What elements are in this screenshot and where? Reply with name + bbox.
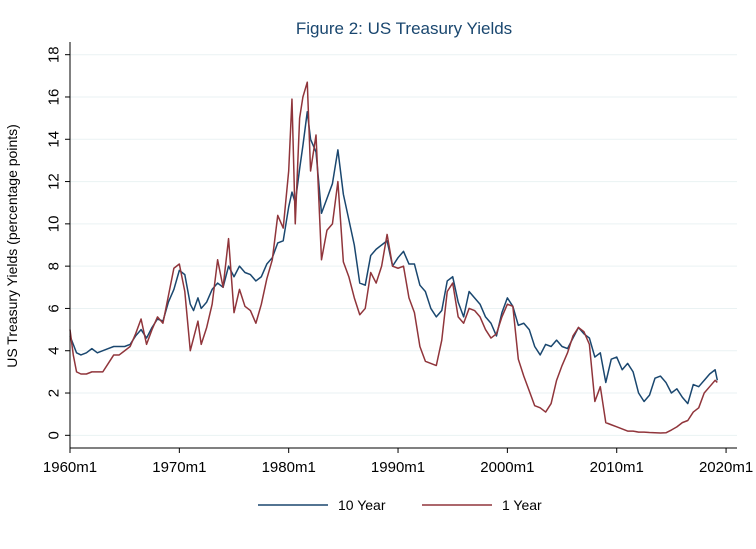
y-tick-label: 2 bbox=[45, 389, 62, 397]
y-tick-label: 14 bbox=[45, 131, 62, 148]
y-tick-label: 6 bbox=[45, 304, 62, 312]
x-tick-label: 1980m1 bbox=[262, 459, 316, 476]
x-tick-label: 1990m1 bbox=[371, 459, 425, 476]
gridlines bbox=[70, 54, 737, 436]
series-layer bbox=[69, 81, 719, 434]
x-tick-label: 1960m1 bbox=[43, 459, 97, 476]
y-tick-label: 8 bbox=[45, 262, 62, 270]
y-tick-label: 16 bbox=[45, 89, 62, 106]
chart-title: Figure 2: US Treasury Yields bbox=[296, 19, 512, 38]
legend-label-10-year: 10 Year bbox=[338, 497, 386, 513]
x-tick-label: 2010m1 bbox=[590, 459, 644, 476]
x-tick-label: 1970m1 bbox=[152, 459, 206, 476]
legend-label-1-year: 1 Year bbox=[502, 497, 542, 513]
y-tick-label: 12 bbox=[45, 173, 62, 190]
x-tick-label: 2020m1 bbox=[699, 459, 753, 476]
x-axis: 1960m1 1970m1 1980m1 1990m1 2000m1 2010m1 2020… bbox=[43, 448, 753, 476]
series-line-10-year bbox=[69, 111, 719, 405]
series-line-1-year bbox=[69, 81, 718, 434]
y-tick-label: 4 bbox=[45, 347, 62, 355]
legend: 10 Year 1 Year bbox=[258, 497, 542, 513]
y-tick-label: 18 bbox=[45, 46, 62, 63]
y-axis-title: US Treasury Yields (percentage points) bbox=[4, 124, 20, 368]
y-axis: 0 2 4 6 8 10 12 14 16 18 bbox=[45, 46, 70, 439]
x-tick-label: 2000m1 bbox=[480, 459, 534, 476]
y-tick-label: 0 bbox=[45, 431, 62, 439]
y-tick-label: 10 bbox=[45, 216, 62, 233]
